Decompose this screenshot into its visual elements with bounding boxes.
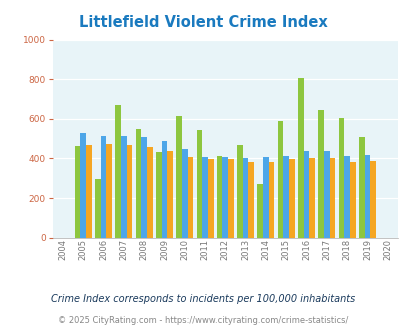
Bar [167,151,173,238]
Bar [358,137,364,238]
Bar [318,110,323,238]
Bar [262,157,268,238]
Bar [135,129,141,238]
Bar [106,144,112,238]
Bar [248,162,254,238]
Bar [288,159,294,238]
Bar [222,157,228,238]
Bar [156,152,161,238]
Bar [202,157,207,238]
Bar [268,162,274,238]
Bar [141,137,147,238]
Bar [176,116,181,238]
Bar [303,151,309,238]
Bar [277,121,283,238]
Bar [364,155,369,238]
Text: Littlefield Violent Crime Index: Littlefield Violent Crime Index [79,15,326,30]
Bar [338,118,343,238]
Bar [257,184,262,238]
Bar [228,159,233,238]
Text: © 2025 CityRating.com - https://www.cityrating.com/crime-statistics/: © 2025 CityRating.com - https://www.city… [58,315,347,325]
Bar [187,157,193,238]
Bar [95,179,100,238]
Bar [369,161,375,238]
Bar [323,151,329,238]
Bar [329,158,335,238]
Bar [297,78,303,238]
Bar [100,136,106,238]
Bar [147,147,152,238]
Bar [121,136,126,238]
Bar [207,159,213,238]
Bar [80,133,86,238]
Text: Crime Index corresponds to incidents per 100,000 inhabitants: Crime Index corresponds to incidents per… [51,294,354,304]
Bar [349,162,355,238]
Bar [115,105,121,238]
Bar [86,145,92,238]
Bar [161,141,167,238]
Bar [343,156,349,238]
Bar [283,156,288,238]
Bar [237,145,242,238]
Bar [126,145,132,238]
Bar [196,130,202,238]
Bar [242,158,248,238]
Bar [181,148,187,238]
Bar [75,146,80,238]
Bar [216,156,222,238]
Bar [309,158,314,238]
